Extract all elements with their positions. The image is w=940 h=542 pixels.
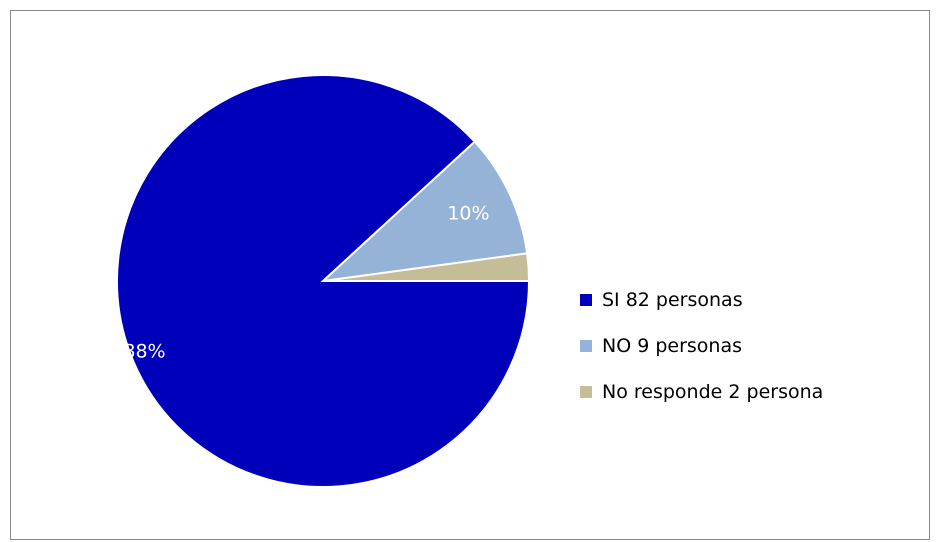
pie-slice-2 [319,140,529,283]
data-labels: 10% 88% [123,203,489,363]
legend-label-2: NO 9 personas [602,335,742,357]
legend: SI 82 personas NO 9 personas No responde 2… [580,289,823,403]
pie-slices [116,74,531,488]
data-label-1: 88% [123,341,165,363]
legend-swatch-2 [580,340,592,352]
legend-label-3: No responde 2 persona [602,381,823,403]
data-label-2: 10% [447,203,489,225]
legend-label-1: SI 82 personas [602,289,743,311]
pie-slice-1 [116,74,531,488]
legend-swatch-3 [580,386,592,398]
legend-swatch-1 [580,294,592,306]
